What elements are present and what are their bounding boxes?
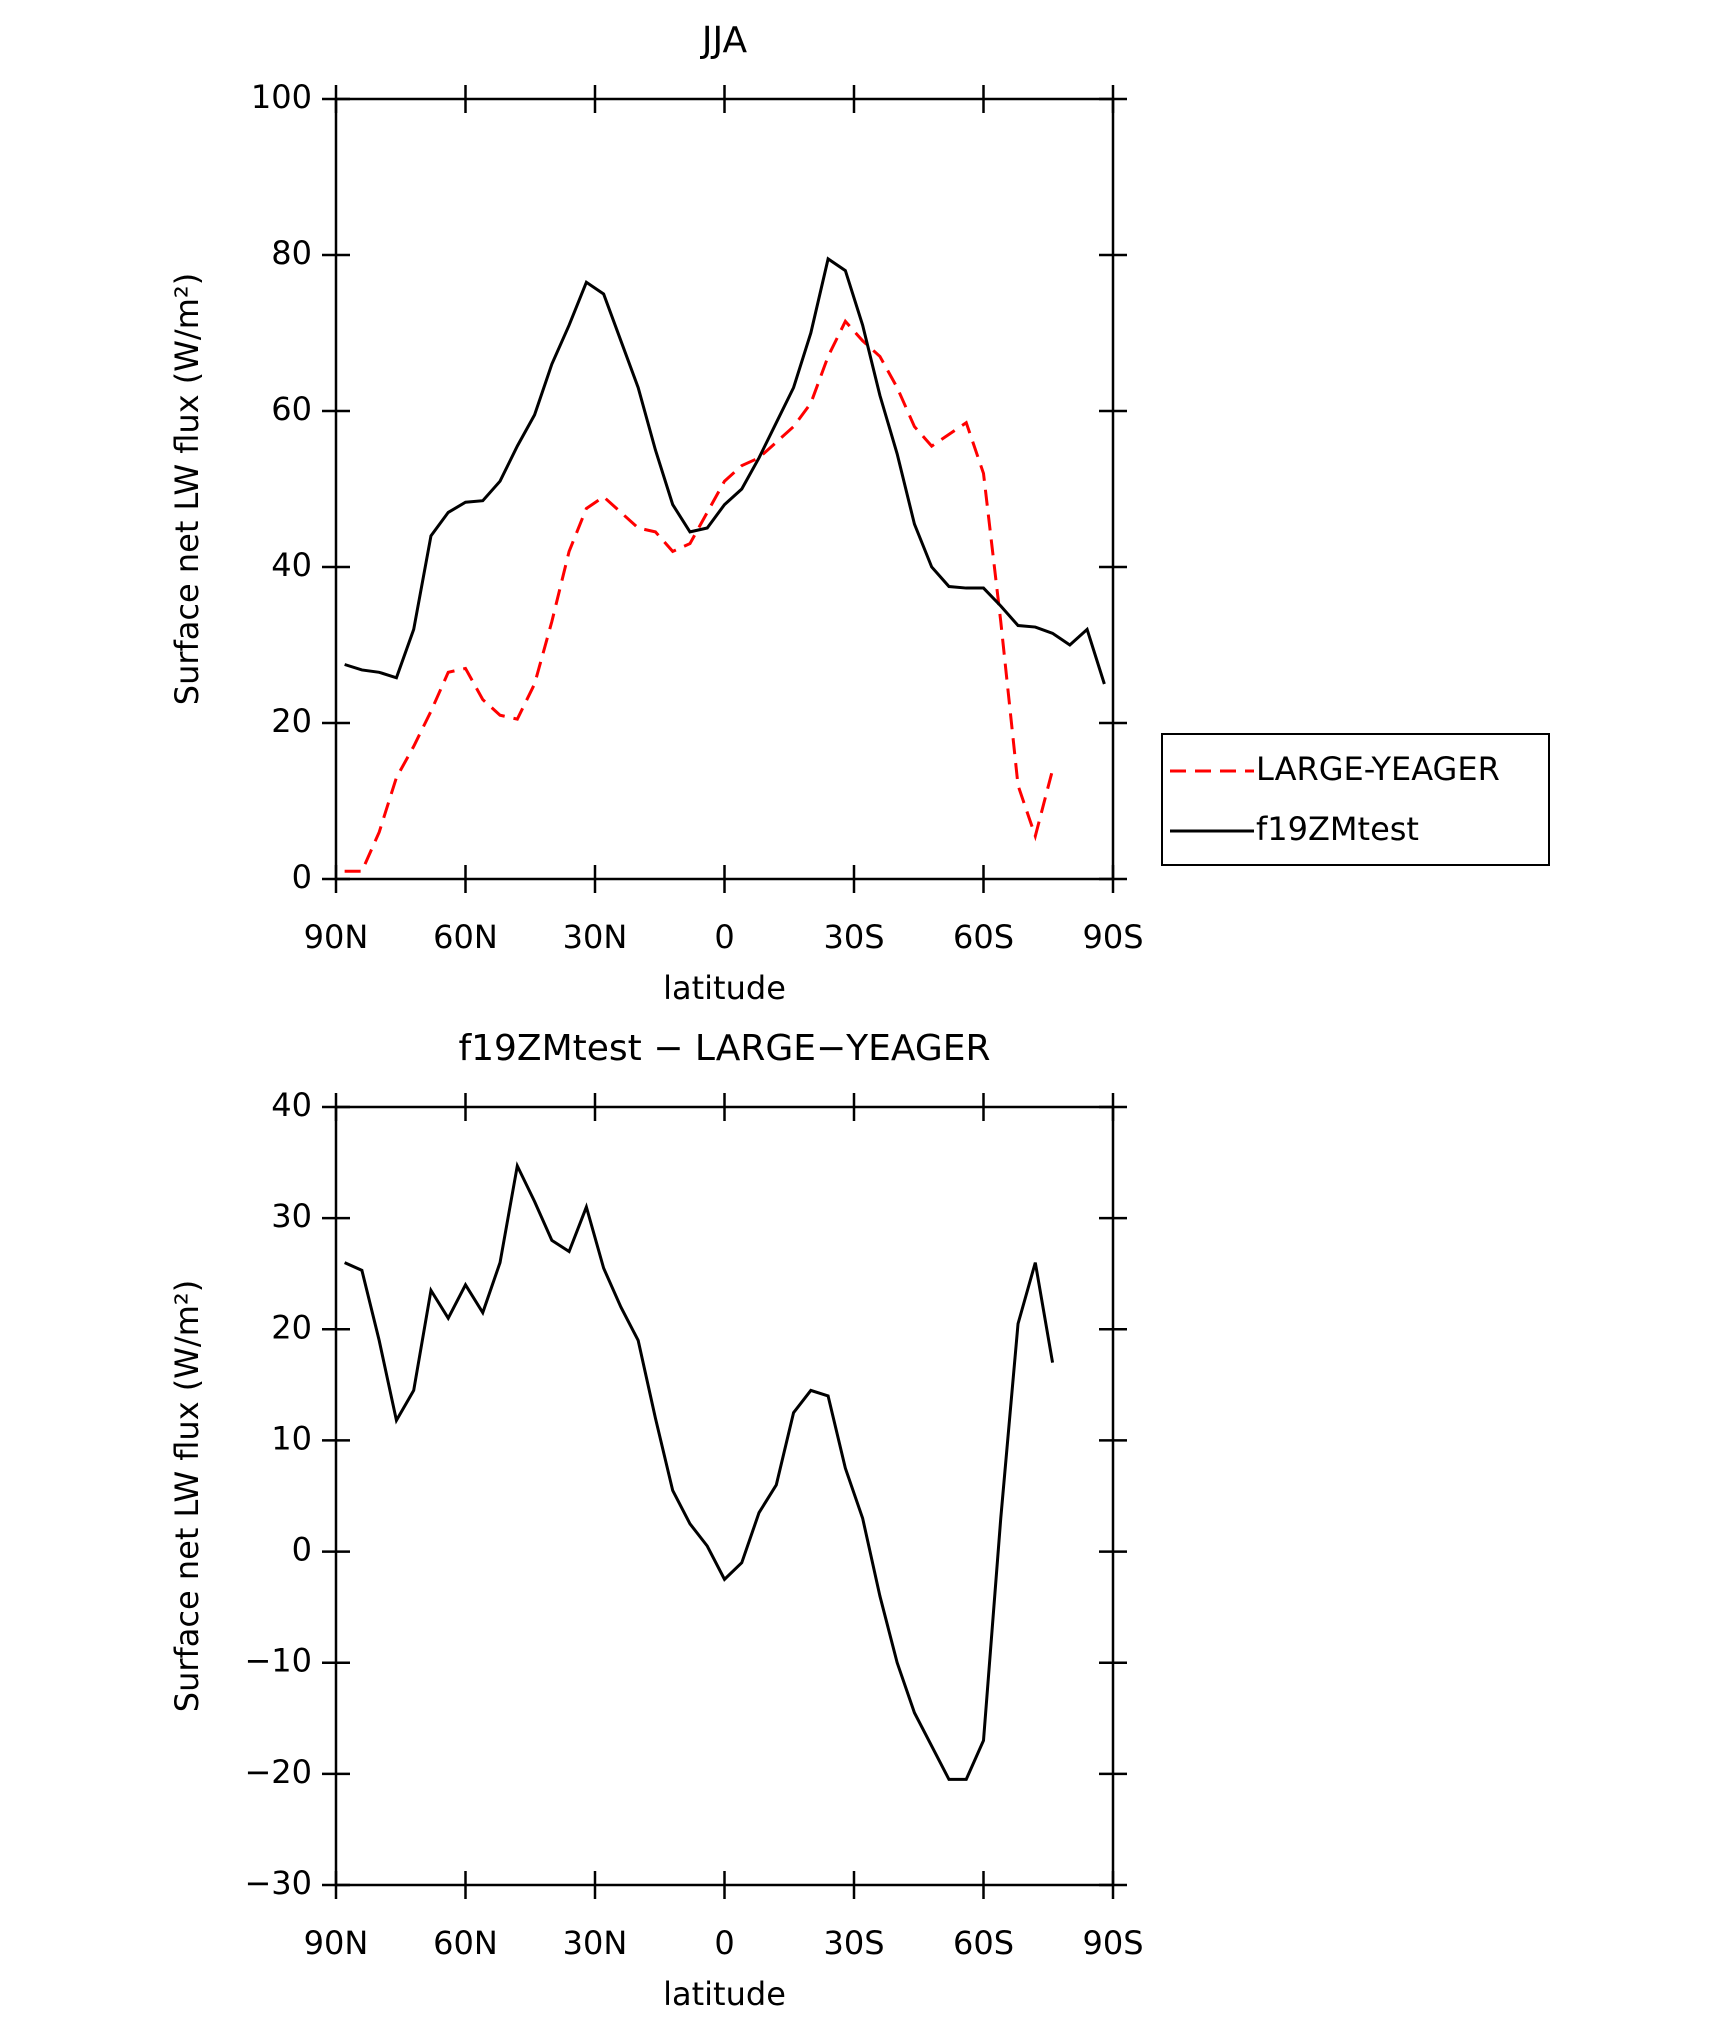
y-tick-label: 30 bbox=[271, 1197, 312, 1235]
x-tick-label: 90S bbox=[1082, 1924, 1143, 1962]
data-line bbox=[344, 318, 1055, 873]
x-tick-label: 30N bbox=[563, 1924, 628, 1962]
x-tick-label: 60N bbox=[433, 918, 498, 956]
y-tick-label: −10 bbox=[244, 1642, 312, 1680]
x-tick-label: 0 bbox=[714, 918, 734, 956]
x-tick-label: 60N bbox=[433, 1924, 498, 1962]
y-tick-label: 80 bbox=[271, 234, 312, 272]
x-tick-label: 30S bbox=[823, 1924, 884, 1962]
y-tick-label: 10 bbox=[271, 1419, 312, 1457]
x-axis-label: latitude bbox=[663, 969, 786, 1007]
y-tick-label: −20 bbox=[244, 1753, 312, 1791]
x-tick-label: 90S bbox=[1082, 918, 1143, 956]
x-tick-label: 30S bbox=[823, 918, 884, 956]
y-tick-label: 20 bbox=[271, 1308, 312, 1346]
y-axis-label: Surface net LW flux (W/m²) bbox=[168, 1280, 206, 1712]
x-tick-label: 90N bbox=[304, 918, 369, 956]
data-line bbox=[344, 1161, 1055, 1781]
legend-box bbox=[1161, 733, 1550, 866]
legend-label: LARGE-YEAGER bbox=[1256, 750, 1500, 788]
y-tick-label: −30 bbox=[244, 1864, 312, 1902]
plot-frame bbox=[334, 1105, 1115, 1887]
y-tick-label: 0 bbox=[292, 858, 312, 896]
x-axis-label: latitude bbox=[663, 1975, 786, 2013]
chart-title: f19ZMtest − LARGE−YEAGER bbox=[458, 1028, 990, 1069]
y-tick-label: 100 bbox=[251, 78, 312, 116]
data-line bbox=[344, 256, 1106, 685]
y-tick-label: 60 bbox=[271, 390, 312, 428]
x-tick-label: 60S bbox=[953, 1924, 1014, 1962]
y-tick-label: 20 bbox=[271, 702, 312, 740]
y-axis-label: Surface net LW flux (W/m²) bbox=[168, 273, 206, 705]
chart-title: JJA bbox=[700, 20, 748, 61]
x-tick-label: 90N bbox=[304, 1924, 369, 1962]
plot-frame bbox=[334, 97, 1115, 881]
x-tick-label: 30N bbox=[563, 918, 628, 956]
legend-label: f19ZMtest bbox=[1256, 810, 1419, 848]
y-tick-label: 0 bbox=[292, 1531, 312, 1569]
x-tick-label: 0 bbox=[714, 1924, 734, 1962]
y-tick-label: 40 bbox=[271, 546, 312, 584]
x-tick-label: 60S bbox=[953, 918, 1014, 956]
y-tick-label: 40 bbox=[271, 1086, 312, 1124]
